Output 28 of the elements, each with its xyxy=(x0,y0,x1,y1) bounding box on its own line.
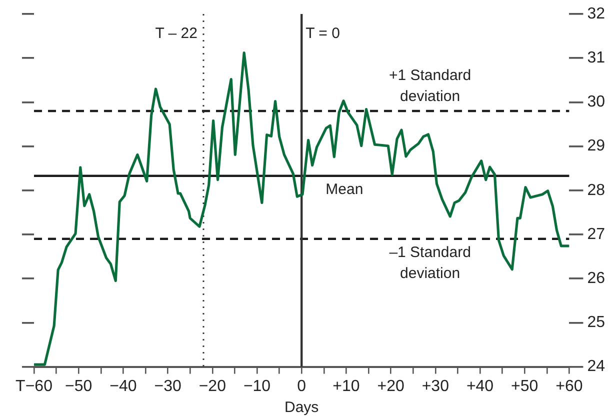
ref-line-label: Mean xyxy=(326,180,364,198)
y-tick-label: 26 xyxy=(587,270,606,288)
y-tick-label: 31 xyxy=(587,50,606,67)
x-tick-label: −10 xyxy=(243,378,271,395)
y-tick-label: 32 xyxy=(587,5,606,22)
y-tick-label: 30 xyxy=(587,94,606,111)
y-tick-label: 29 xyxy=(587,138,606,155)
y-tick-label: 24 xyxy=(587,358,606,376)
x-tick-label: −50 xyxy=(65,378,92,395)
x-tick-label: T−60 xyxy=(16,378,53,395)
y-tick-label: 28 xyxy=(587,182,606,199)
ref-line-label: T – 22 xyxy=(155,25,198,42)
x-tick-label: −20 xyxy=(198,378,226,395)
x-tick-label: +20 xyxy=(377,378,404,395)
x-tick-label: +30 xyxy=(422,378,450,395)
x-axis-title: Days xyxy=(284,399,319,416)
y-tick-label: 27 xyxy=(587,226,606,243)
x-tick-label: −30 xyxy=(154,378,182,395)
x-tick-label: +10 xyxy=(332,378,360,395)
x-tick-label: +50 xyxy=(511,378,538,395)
x-tick-label: 0 xyxy=(297,378,306,395)
ref-line-label: T = 0 xyxy=(306,25,340,42)
x-tick-label: −40 xyxy=(110,378,137,395)
ref-line-label: –1 Standard deviation xyxy=(389,244,471,282)
y-tick-label: 25 xyxy=(587,314,606,332)
ref-line-label: +1 Standard deviation xyxy=(388,67,472,106)
x-tick-label: +40 xyxy=(466,378,494,395)
x-tick-label: +60 xyxy=(556,378,583,395)
